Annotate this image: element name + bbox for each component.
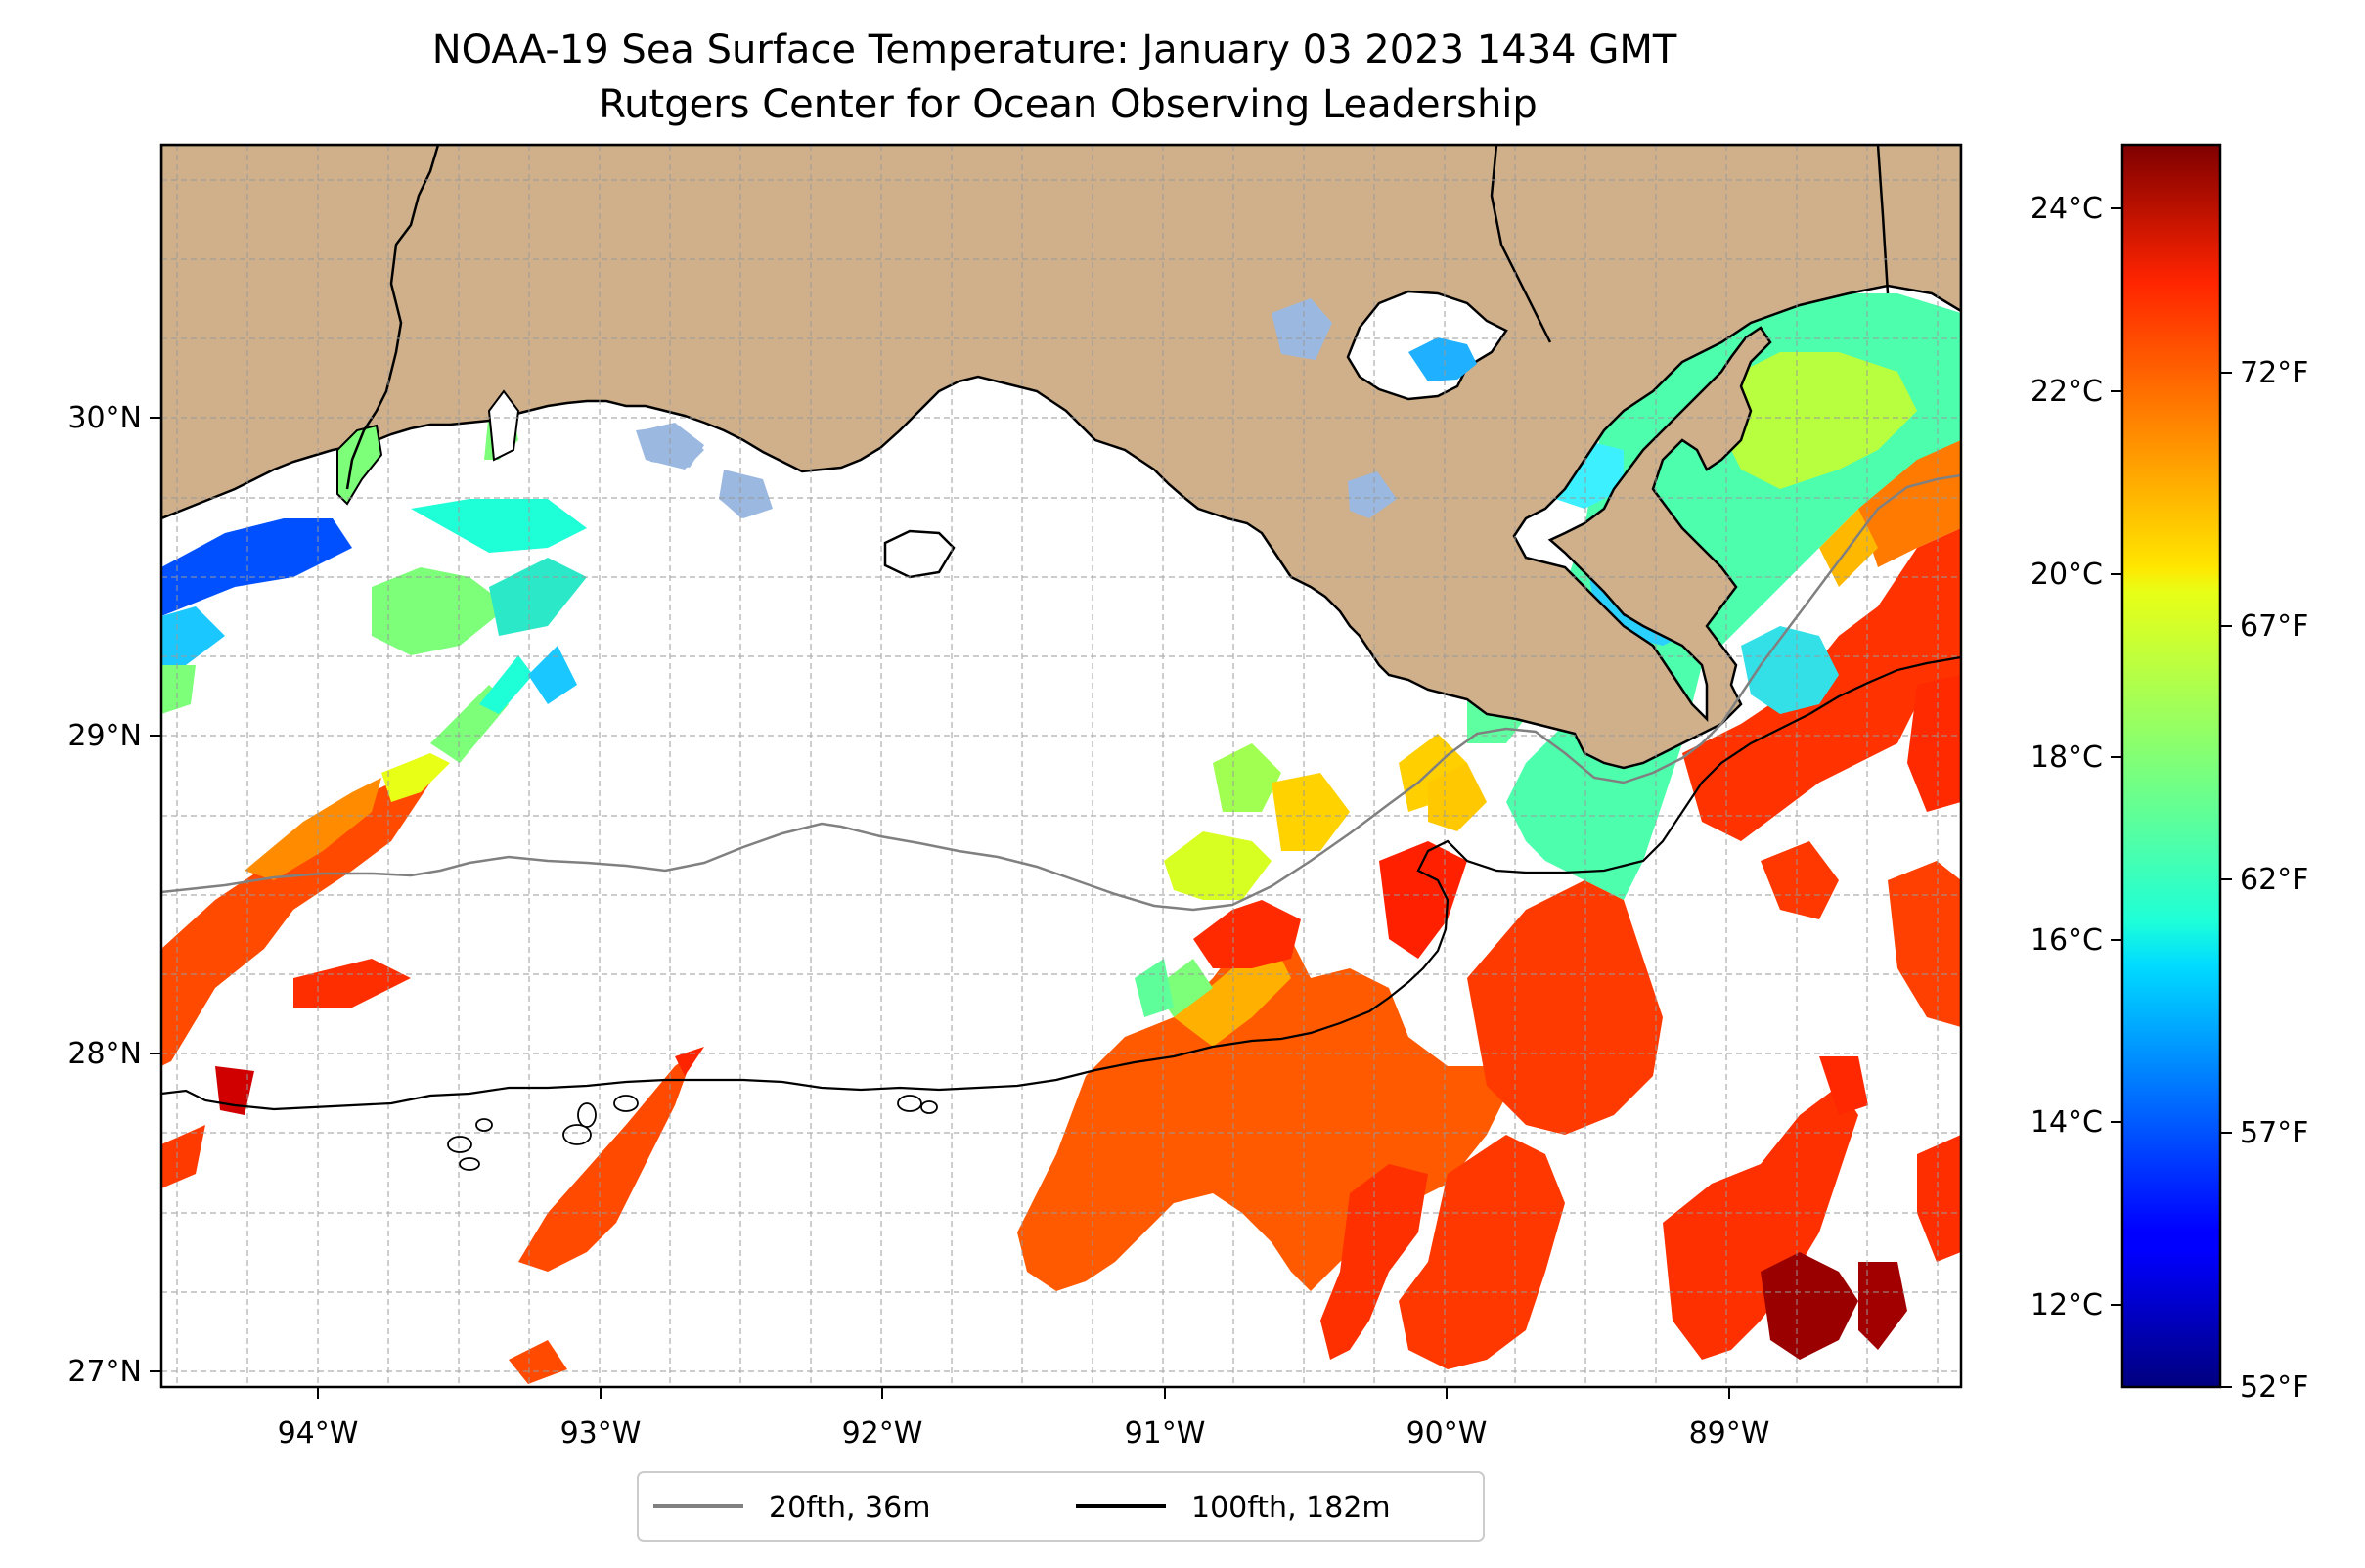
sst-patch (245, 778, 381, 880)
axis-ticks (150, 417, 1730, 1399)
colorbar-gradient (2120, 143, 2222, 1389)
lat-tick-label: 27°N (67, 1355, 142, 1389)
lat-tick-label: 28°N (67, 1037, 142, 1071)
inland-lake (641, 423, 704, 468)
lon-tick-label: 94°W (278, 1416, 359, 1451)
sst-patch (518, 1052, 694, 1272)
colorbar-celsius-label: 20°C (2030, 558, 2103, 592)
sst-patch (161, 773, 430, 1066)
la-ms-border (1490, 145, 1552, 343)
sst-patch (1858, 421, 1961, 567)
white-lake (883, 529, 956, 579)
legend-label-20fth: 20fth, 36m (769, 1491, 930, 1525)
sst-patch (1428, 763, 1487, 831)
colorbar-fahrenheit-label: 72°F (2240, 356, 2308, 390)
colorbar: 12°C 14°C 16°C 18°C 20°C 22°C 24°C 52°F … (2030, 143, 2308, 1405)
colorbar-celsius-label: 16°C (2030, 923, 2103, 958)
sst-patch (1761, 1252, 1858, 1360)
inland-lake (1348, 471, 1397, 518)
map-subtitle: Rutgers Center for Ocean Observing Leade… (599, 82, 1538, 127)
sst-patch (1164, 831, 1272, 900)
lon-tick-label: 92°W (842, 1416, 923, 1451)
isobath-20fth (161, 473, 1961, 912)
lon-tick-label: 90°W (1406, 1416, 1488, 1451)
sst-patch (1761, 841, 1839, 919)
sst-patch (381, 753, 450, 802)
sst-patch (1888, 861, 1961, 1027)
sst-patch (1193, 900, 1301, 968)
lake-patch (1408, 337, 1477, 381)
lon-tick-label: 93°W (560, 1416, 642, 1451)
lat-tick-label: 30°N (67, 401, 142, 435)
sst-patch (1213, 743, 1281, 812)
colorbar-celsius-label: 22°C (2030, 375, 2103, 409)
colorbar-fahrenheit-label: 57°F (2240, 1116, 2308, 1150)
legend: 20fth, 36m 100fth, 182m (637, 1471, 1485, 1542)
map-frame (159, 143, 1963, 1389)
sst-patch (411, 499, 587, 553)
land-mass (161, 145, 1961, 770)
sst-patch (1741, 626, 1839, 714)
map-title: NOAA-19 Sea Surface Temperature: January… (432, 27, 1677, 72)
sst-patch (528, 646, 577, 704)
colorbar-celsius-label: 18°C (2030, 740, 2103, 775)
sst-patch (161, 1125, 205, 1188)
colorbar-fahrenheit-label: 62°F (2240, 863, 2308, 897)
colorbar-fahrenheit-label: 67°F (2240, 609, 2308, 644)
isobath-100fth (161, 655, 1961, 1111)
lat-tick-label: 29°N (67, 719, 142, 753)
land-layer (161, 145, 1961, 770)
colorbar-celsius-label: 12°C (2030, 1288, 2103, 1322)
state-borders (345, 145, 1890, 490)
sst-patch (1663, 1086, 1858, 1360)
colorbar-celsius-label: 14°C (2030, 1105, 2103, 1140)
calcasieu-lake (487, 389, 520, 462)
lon-tick-label: 89°W (1689, 1416, 1770, 1451)
ms-al-border (1876, 145, 1890, 294)
colorbar-fahrenheit-label: 52°F (2240, 1370, 2308, 1405)
colorbar-ticks (2111, 207, 2232, 1388)
sst-patch (1819, 1056, 1868, 1115)
sst-patch (1467, 880, 1663, 1135)
legend-label-100fth: 100fth, 182m (1191, 1491, 1391, 1525)
lon-tick-label: 91°W (1125, 1416, 1206, 1451)
sst-patch (479, 655, 533, 714)
lon-tick-labels: 94°W 93°W 92°W 91°W 90°W 89°W (278, 1416, 1770, 1451)
sst-patch (161, 665, 196, 714)
sst-patch (1721, 352, 1917, 489)
inland-lake (1272, 298, 1332, 360)
sst-patch (293, 959, 411, 1008)
legend-box (637, 1471, 1485, 1542)
sst-patch (1399, 1135, 1565, 1369)
sst-patch (1135, 959, 1174, 1017)
map-area (161, 145, 1961, 1387)
isobath-islets (447, 1095, 938, 1171)
sst-patch (1907, 675, 1961, 812)
graticule (161, 145, 1961, 1387)
sst-patch (372, 567, 509, 655)
lat-tick-labels: 27°N 28°N 29°N 30°N (67, 401, 142, 1389)
sst-patch (161, 518, 352, 616)
sst-patch (1917, 1135, 1961, 1262)
sst-patch (509, 1340, 567, 1384)
sst-patch (1858, 1262, 1907, 1350)
sst-patch (1272, 773, 1350, 851)
colorbar-celsius-label: 24°C (2030, 192, 2103, 226)
tx-la-border (345, 145, 440, 490)
inland-lake (722, 474, 771, 518)
